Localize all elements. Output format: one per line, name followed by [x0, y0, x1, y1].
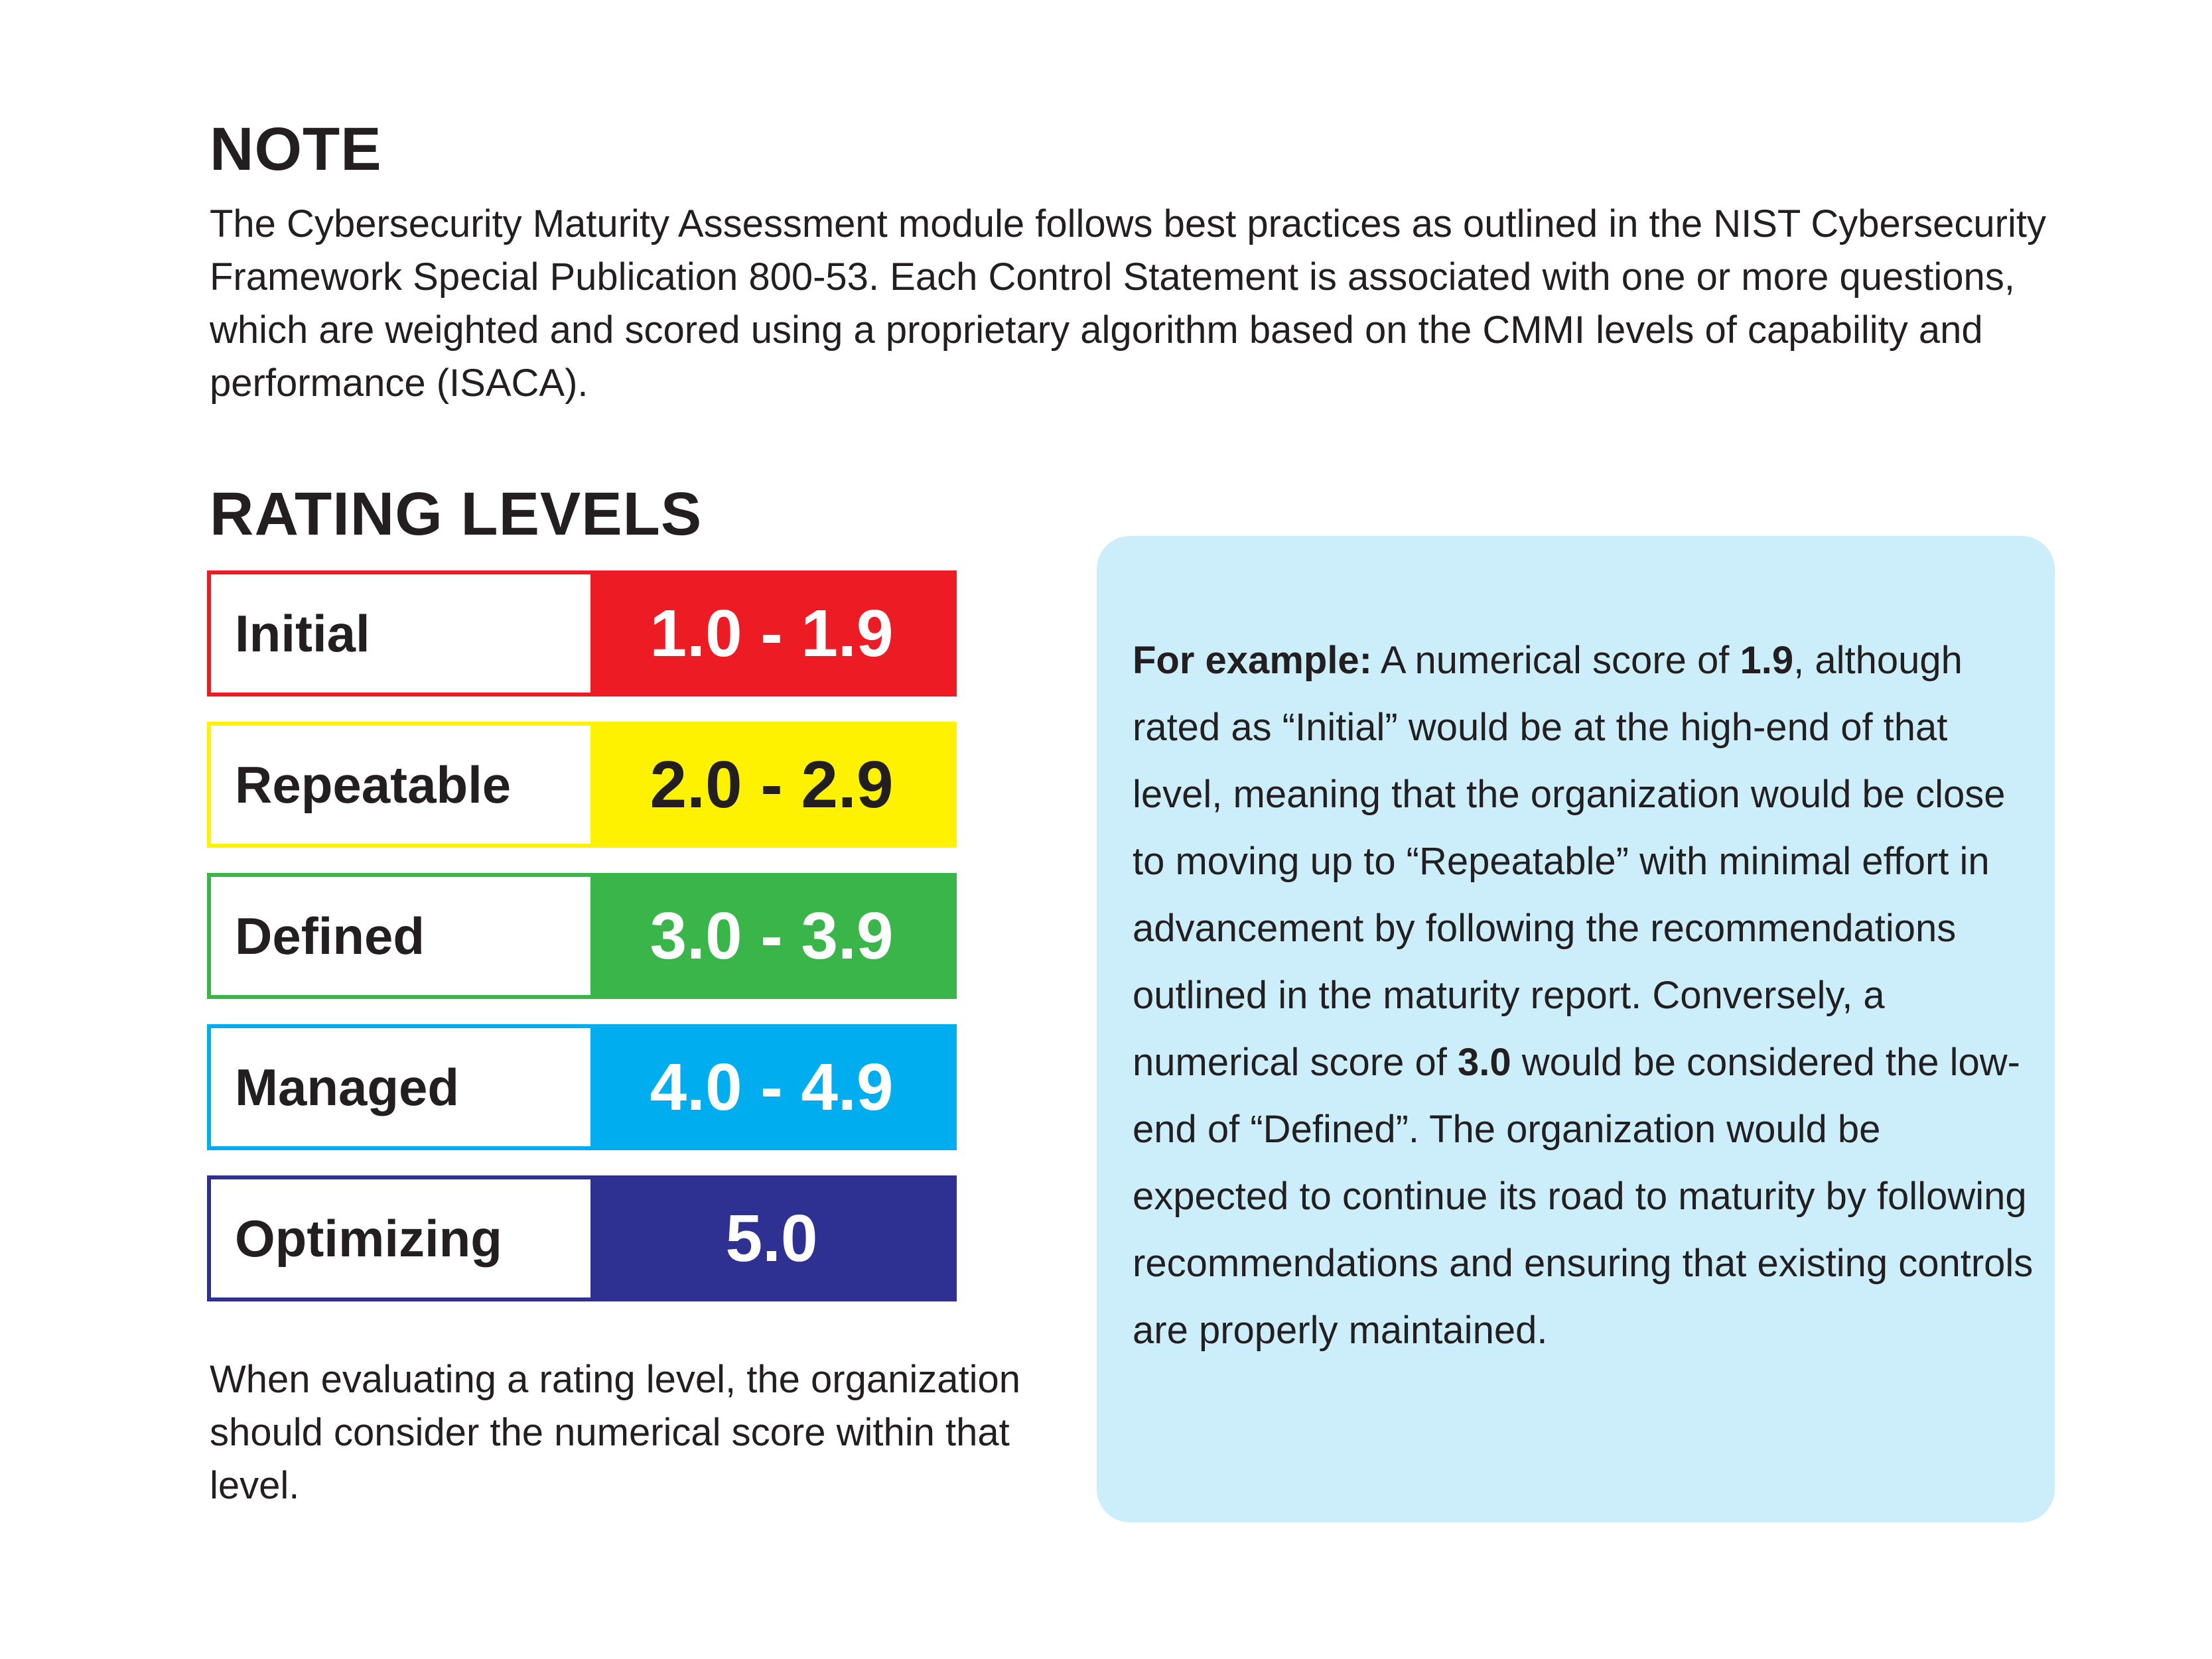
level-name: Defined [211, 877, 590, 995]
level-name: Optimizing [211, 1179, 590, 1297]
level-name: Repeatable [211, 726, 590, 844]
example-text-part3: would be considered the low-end of “Defi… [1133, 1041, 2034, 1352]
level-name: Managed [211, 1028, 590, 1146]
example-score-high: 3.0 [1457, 1041, 1511, 1084]
level-range: 3.0 - 3.9 [590, 877, 953, 995]
example-text-part1: A numerical score of [1372, 639, 1740, 682]
rating-levels-heading: RATING LEVELS [210, 480, 703, 548]
example-label: For example: [1133, 639, 1372, 682]
level-row-optimizing: Optimizing 5.0 [207, 1175, 957, 1301]
note-body: The Cybersecurity Maturity Assessment mo… [210, 202, 2046, 405]
level-row-defined: Defined 3.0 - 3.9 [207, 873, 957, 999]
example-text: For example: A numerical score of 1.9, a… [1133, 627, 2041, 1364]
rating-levels-table: Initial 1.0 - 1.9 Repeatable 2.0 - 2.9 D… [207, 570, 957, 1327]
level-range: 4.0 - 4.9 [590, 1028, 953, 1146]
level-range: 5.0 [590, 1179, 953, 1297]
example-text-part2: , although rated as “Initial” would be a… [1133, 639, 2006, 1084]
level-row-managed: Managed 4.0 - 4.9 [207, 1024, 957, 1150]
example-score-low: 1.9 [1740, 639, 1794, 682]
level-row-initial: Initial 1.0 - 1.9 [207, 570, 957, 697]
evaluation-note: When evaluating a rating level, the orga… [210, 1358, 1020, 1507]
level-name: Initial [211, 574, 590, 693]
level-row-repeatable: Repeatable 2.0 - 2.9 [207, 722, 957, 848]
level-range: 1.0 - 1.9 [590, 574, 953, 693]
note-heading: NOTE [210, 115, 382, 183]
level-range: 2.0 - 2.9 [590, 726, 953, 844]
example-callout-box: For example: A numerical score of 1.9, a… [1097, 536, 2055, 1522]
